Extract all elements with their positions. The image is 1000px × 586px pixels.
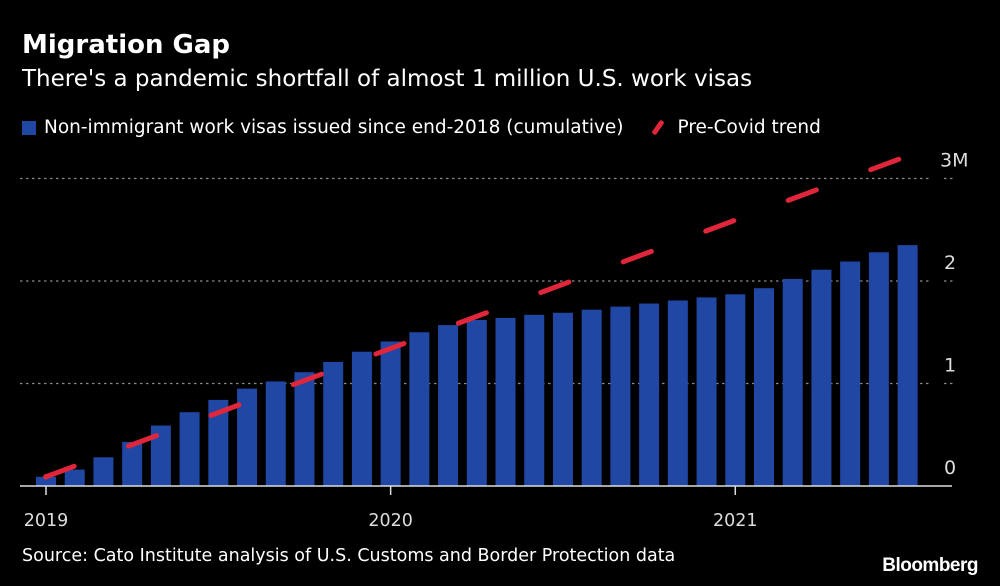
bar	[696, 297, 717, 486]
x-tick-label: 2020	[368, 511, 413, 531]
bar	[93, 457, 114, 486]
chart-title: Migration Gap	[22, 30, 231, 60]
bar	[897, 245, 918, 486]
bar	[351, 351, 372, 486]
y-tick-label: 0	[944, 457, 956, 479]
bar	[323, 361, 344, 486]
trend-line-start	[43, 473, 49, 480]
chart-subtitle: There's a pandemic shortfall of almost 1…	[22, 66, 753, 92]
bar	[610, 306, 631, 486]
y-tick-label: 2	[944, 252, 956, 274]
bar	[64, 469, 85, 486]
bar	[552, 312, 573, 486]
bar	[811, 269, 832, 486]
bar	[782, 278, 803, 486]
x-tick-label: 2021	[713, 511, 758, 531]
bar	[524, 314, 545, 486]
bar	[380, 341, 401, 486]
bar	[639, 303, 660, 486]
bar	[438, 325, 459, 486]
bar	[581, 309, 602, 486]
y-tick-label: 1	[944, 355, 956, 377]
x-tick-label: 2019	[24, 511, 69, 531]
y-tick-label: 3M	[940, 150, 968, 172]
bar	[409, 332, 430, 486]
bar	[466, 319, 487, 486]
bar	[754, 288, 774, 486]
bar	[294, 372, 315, 486]
bar	[840, 261, 861, 486]
bar	[122, 441, 143, 486]
bar	[237, 388, 258, 486]
bar	[725, 294, 746, 486]
bar	[667, 300, 688, 486]
bar	[208, 399, 229, 486]
bar	[179, 412, 200, 486]
source-note: Source: Cato Institute analysis of U.S. …	[22, 546, 676, 566]
bar	[150, 425, 171, 486]
bloomberg-logo: Bloomberg	[882, 555, 978, 576]
bar	[495, 317, 516, 486]
legend-label-trend: Pre-Covid trend	[677, 117, 821, 138]
legend-label-bars: Non-immigrant work visas issued since en…	[44, 117, 624, 138]
bar	[36, 476, 56, 486]
legend-swatch-bars	[22, 120, 36, 135]
legend: Non-immigrant work visas issued since en…	[22, 117, 821, 138]
bar	[868, 252, 889, 486]
bar	[265, 381, 286, 486]
trend-line	[43, 153, 911, 480]
